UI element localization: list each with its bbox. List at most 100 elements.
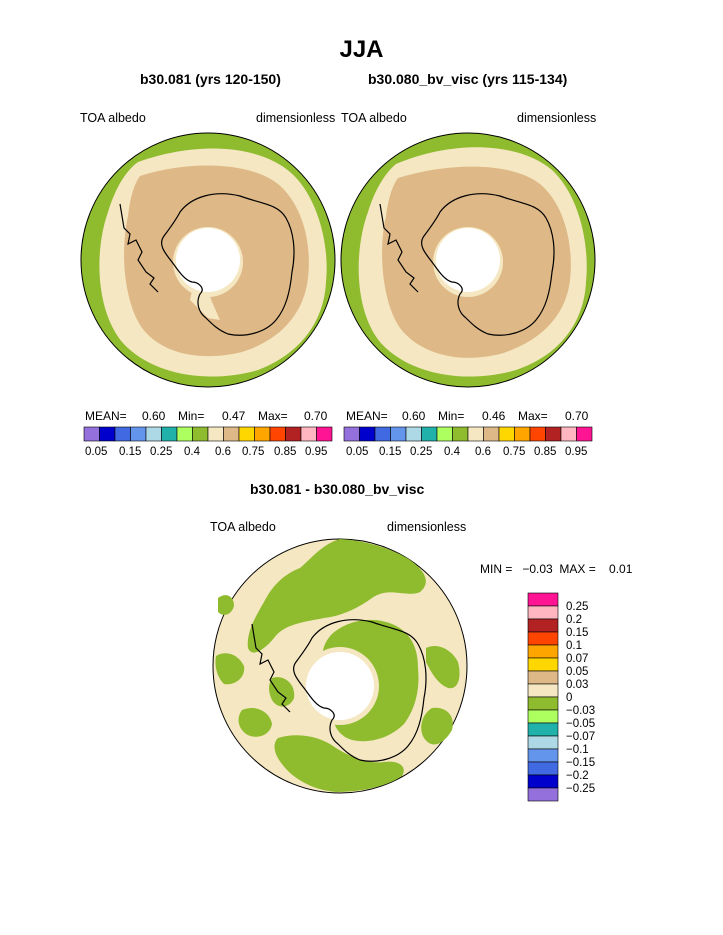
panel2-colorbar-swatch <box>390 426 407 442</box>
panel2-colorbar-swatch <box>467 426 484 442</box>
diff-legend-swatch <box>527 618 559 633</box>
panel1-tick-1: 0.05 <box>85 446 108 458</box>
diff-legend-label-2: 0.2 <box>566 614 582 626</box>
diff-legend-label-3: 0.15 <box>566 627 589 639</box>
diff-legend-label-5: 0.07 <box>566 653 589 665</box>
panel1-mean-value: 0.60 <box>142 409 166 423</box>
diff-legend-label-4: 0.1 <box>566 640 582 652</box>
diff-units-label: dimensionless <box>387 520 467 534</box>
diff-legend-swatch <box>527 605 559 620</box>
panel1-tick-7: 0.85 <box>274 446 297 458</box>
panel2-subtitle: b30.080_bv_visc (yrs 115-134) <box>368 71 568 87</box>
diff-legend-label-15: −0.25 <box>566 783 596 795</box>
diff-legend-label-10: −0.05 <box>566 718 596 730</box>
panel2-max-value: 0.70 <box>565 409 589 423</box>
panel2-tick-7: 0.85 <box>534 446 557 458</box>
panel2-mean-value: 0.60 <box>402 409 426 423</box>
panel1-subtitle: b30.081 (yrs 120-150) <box>140 71 281 87</box>
panel2-mean-label: MEAN= <box>346 409 388 423</box>
panel2-min-value: 0.46 <box>482 409 506 423</box>
panel2-tick-3: 0.25 <box>410 446 433 458</box>
panel2-colorbar-swatch <box>529 426 546 442</box>
diff-legend-swatch <box>527 748 559 763</box>
diff-legend-swatch <box>527 722 559 737</box>
panel2-min-label: Min= <box>438 409 465 423</box>
panel2-tick-4: 0.4 <box>444 446 460 458</box>
panel1-colorbar-swatch <box>254 426 271 442</box>
panel2-colorbar-swatch <box>374 426 391 442</box>
panel1-colorbar-swatch <box>83 426 100 442</box>
panel2-variable-label: TOA albedo <box>341 111 407 125</box>
panel1-tick-6: 0.75 <box>242 446 265 458</box>
diff-legend-swatch <box>527 709 559 724</box>
panel1-tick-5: 0.6 <box>215 446 231 458</box>
panel1-colorbar-swatch <box>130 426 147 442</box>
panel2-colorbar <box>343 426 593 442</box>
diff-legend-swatch <box>527 696 559 711</box>
panel1-mean-label: MEAN= <box>85 409 127 423</box>
panel1-colorbar-swatch <box>114 426 131 442</box>
panel2-colorbar-swatch <box>560 426 577 442</box>
panel2-tick-8: 0.95 <box>565 446 588 458</box>
panel2-tick-2: 0.15 <box>379 446 402 458</box>
diff-legend-label-14: −0.2 <box>566 770 589 782</box>
panel1-colorbar <box>83 426 333 442</box>
panel1-variable-label: TOA albedo <box>80 111 146 125</box>
diff-legend-swatch <box>527 657 559 672</box>
diff-legend-label-1: 0.25 <box>566 601 589 613</box>
diff-legend-swatch <box>527 592 559 607</box>
diff-legend-label-9: −0.03 <box>566 705 596 717</box>
panel2-tick-1: 0.05 <box>346 446 369 458</box>
panel1-colorbar-swatch <box>269 426 286 442</box>
diff-legend-swatch <box>527 683 559 698</box>
panel1-tick-4: 0.4 <box>184 446 200 458</box>
panel1-colorbar-swatch <box>207 426 224 442</box>
panel2-units-label: dimensionless <box>517 111 597 125</box>
panel2-colorbar-swatch <box>343 426 360 442</box>
panel1-colorbar-swatch <box>145 426 162 442</box>
panel1-tick-2: 0.15 <box>119 446 142 458</box>
panel1-min-label: Min= <box>178 409 205 423</box>
diff-legend-label-6: 0.05 <box>566 666 589 678</box>
diff-legend-label-7: 0.03 <box>566 679 589 691</box>
panel1-tick-8: 0.95 <box>305 446 328 458</box>
panel2-colorbar-swatch <box>483 426 500 442</box>
diff-legend-swatch <box>527 774 559 789</box>
panel1-colorbar-swatch <box>223 426 240 442</box>
panel1-colorbar-swatch <box>285 426 302 442</box>
diff-legend-swatch <box>527 735 559 750</box>
diff-legend-label-11: −0.07 <box>566 731 596 743</box>
diff-legend-swatch <box>527 761 559 776</box>
diff-legend-swatch <box>527 670 559 685</box>
panel2-colorbar-swatch <box>545 426 562 442</box>
panel1-colorbar-swatch <box>176 426 193 442</box>
panel1-min-value: 0.47 <box>222 409 246 423</box>
diff-legend-label-13: −0.15 <box>566 757 596 769</box>
panel1-colorbar-swatch <box>316 426 333 442</box>
panel1-colorbar-swatch <box>99 426 116 442</box>
panel2-colorbar-swatch <box>436 426 453 442</box>
panel1-polar-map <box>80 132 336 388</box>
diff-legend-swatch <box>527 644 559 659</box>
panel1-colorbar-swatch <box>238 426 255 442</box>
diff-legend-label-8: 0 <box>566 692 573 704</box>
panel2-colorbar-swatch <box>576 426 593 442</box>
page-title: JJA <box>339 36 384 63</box>
panel1-tick-3: 0.25 <box>150 446 173 458</box>
panel1-colorbar-swatch <box>192 426 209 442</box>
diff-polar-map <box>212 538 468 794</box>
panel2-tick-5: 0.6 <box>475 446 491 458</box>
diff-legend-swatch <box>527 631 559 646</box>
diff-legend-colorbar <box>527 592 559 802</box>
panel2-colorbar-swatch <box>498 426 515 442</box>
diff-legend-swatch <box>527 787 559 802</box>
diff-minmax: MIN = −0.03 MAX = 0.01 <box>480 562 633 576</box>
panel2-colorbar-swatch <box>421 426 438 442</box>
panel2-colorbar-swatch <box>359 426 376 442</box>
panel1-colorbar-swatch <box>300 426 317 442</box>
panel1-units-label: dimensionless <box>256 111 336 125</box>
panel1-colorbar-swatch <box>161 426 178 442</box>
panel2-colorbar-swatch <box>514 426 531 442</box>
panel2-colorbar-swatch <box>405 426 422 442</box>
panel2-colorbar-swatch <box>452 426 469 442</box>
